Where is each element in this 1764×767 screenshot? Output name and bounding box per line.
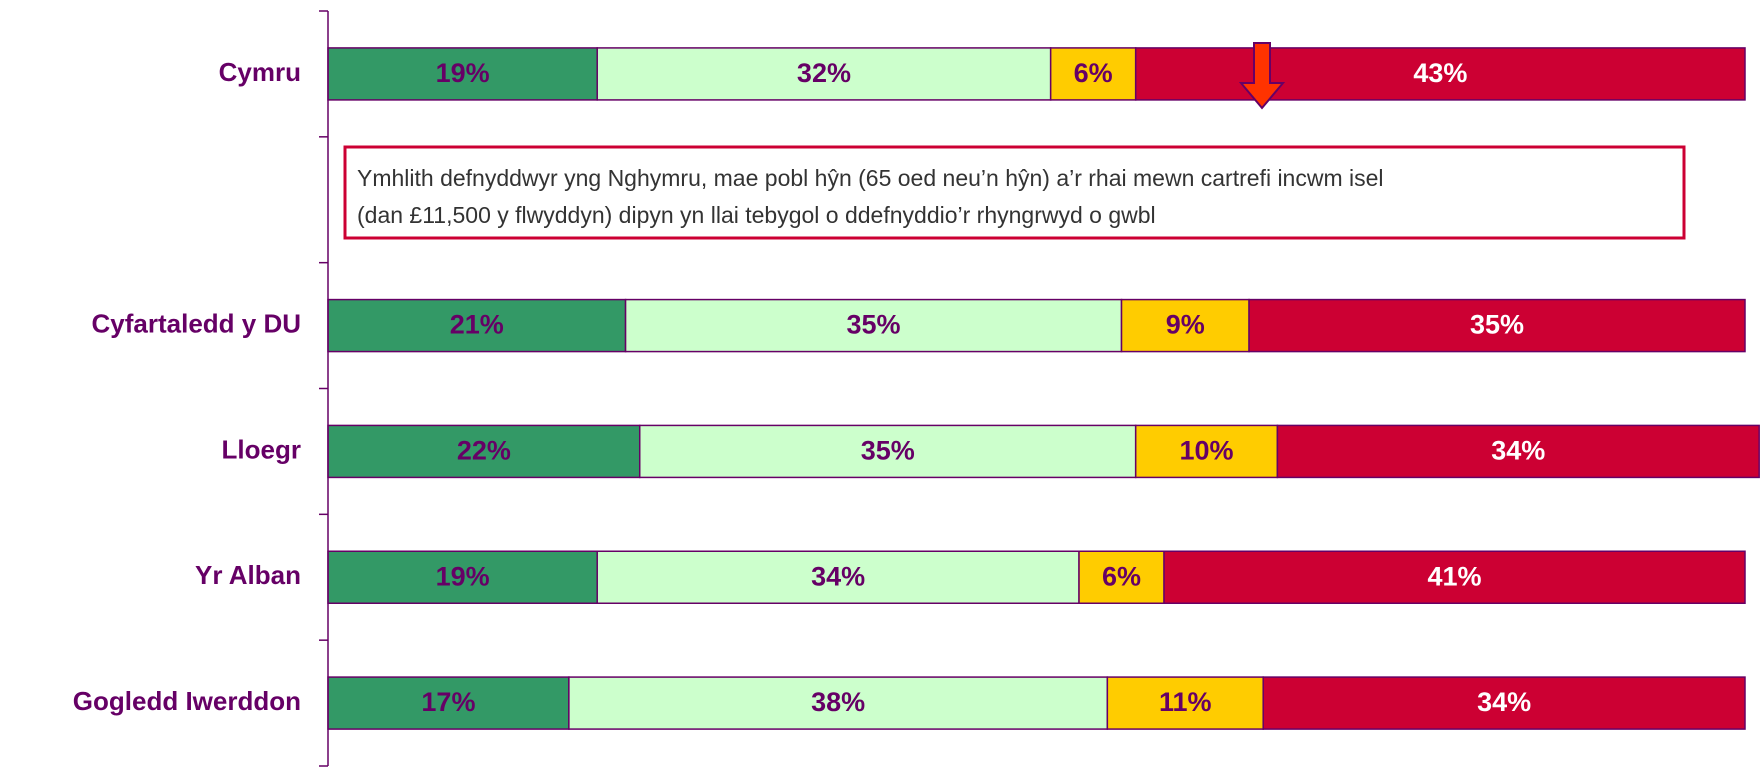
- y-tick-label: Cyfartaledd y DU: [92, 308, 302, 338]
- value-label: 34%: [1477, 687, 1531, 717]
- value-label: 41%: [1427, 561, 1481, 591]
- bar-segment: [1248, 298, 1746, 353]
- value-label: 6%: [1102, 561, 1141, 591]
- value-label: 17%: [421, 687, 475, 717]
- arrow: [1238, 42, 1286, 110]
- bar-segment: [1163, 550, 1746, 604]
- bar-segment: [1106, 676, 1264, 730]
- bar-segment: [327, 424, 641, 479]
- value-label: 32%: [797, 58, 851, 88]
- annotation-box: [343, 145, 1686, 240]
- value-label: 6%: [1074, 58, 1113, 88]
- bar-segment: [327, 550, 598, 604]
- value-label: 38%: [811, 687, 865, 717]
- value-label: 21%: [450, 310, 504, 340]
- value-label: 43%: [1413, 58, 1467, 88]
- bar-segment: [568, 676, 1109, 730]
- value-label: 22%: [457, 436, 511, 466]
- value-label: 9%: [1166, 310, 1205, 340]
- bar-segment: [1120, 298, 1250, 353]
- bar-segment: [1262, 676, 1746, 730]
- value-label: 11%: [1159, 687, 1212, 717]
- value-label: 34%: [1491, 436, 1545, 466]
- value-label: 35%: [1470, 310, 1524, 340]
- bar-segment: [1276, 424, 1760, 479]
- y-tick-label: Yr Alban: [195, 560, 301, 590]
- bar-segment: [624, 298, 1123, 353]
- value-label: 19%: [436, 58, 490, 88]
- bar-segment: [327, 47, 598, 101]
- annotation-line: Ymhlith defnyddwyr yng Nghymru, mae pobl…: [357, 165, 1384, 191]
- bar-segment: [1134, 47, 1746, 101]
- bar-segment: [1134, 424, 1279, 479]
- value-label: 19%: [436, 561, 490, 591]
- y-tick-label: Lloegr: [222, 434, 301, 464]
- value-label: 10%: [1180, 436, 1234, 466]
- value-label: 35%: [847, 310, 901, 340]
- value-label: 35%: [861, 436, 915, 466]
- y-tick-label: Gogledd Iwerddon: [73, 686, 301, 716]
- value-label: 34%: [811, 561, 865, 591]
- annotation-line: (dan £11,500 y flwyddyn) dipyn yn llai t…: [357, 202, 1156, 228]
- y-tick-label: Cymru: [219, 57, 301, 87]
- bar-segment: [1078, 550, 1165, 604]
- bar-segment: [596, 47, 1052, 101]
